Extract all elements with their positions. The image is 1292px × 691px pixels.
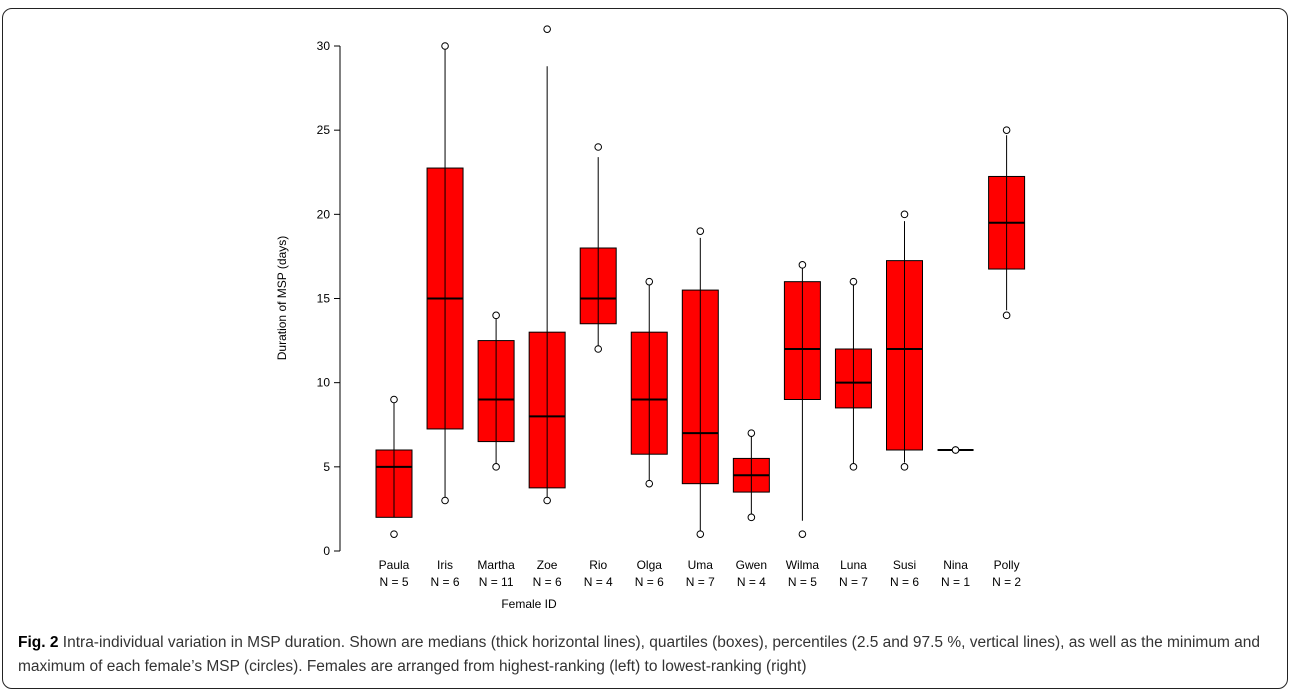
figure-frame [2, 8, 1288, 689]
x-category-label: Rio [589, 558, 607, 572]
max-point [849, 277, 858, 286]
x-category-label: Nina [943, 558, 968, 572]
x-category-label: Martha [477, 558, 515, 572]
x-category-label: Polly [994, 558, 1020, 572]
x-sample-size-label: N = 4 [584, 575, 613, 589]
min-point [696, 530, 705, 538]
x-category-label: Olga [637, 558, 663, 572]
x-sample-size-label: N = 4 [737, 575, 766, 589]
max-point [900, 210, 909, 219]
y-tick-label: 25 [317, 123, 331, 137]
y-axis-label: Duration of MSP (days) [275, 236, 289, 361]
x-category-label: Luna [840, 558, 867, 572]
max-point [951, 446, 960, 454]
max-point [441, 42, 449, 50]
x-category-label: Iris [437, 558, 453, 572]
x-category-label: Paula [379, 558, 410, 572]
min-point [900, 463, 909, 471]
x-sample-size-label: N = 5 [379, 575, 408, 589]
caption-label: Fig. 2 [18, 634, 59, 651]
y-tick-label: 15 [317, 292, 331, 306]
min-point [390, 530, 398, 538]
min-point [1002, 311, 1011, 320]
y-tick-label: 0 [323, 544, 330, 558]
max-point [594, 143, 603, 151]
min-point [492, 463, 500, 471]
x-category-label: Gwen [736, 558, 767, 572]
x-category-label: Zoe [537, 558, 558, 572]
y-tick-label: 20 [317, 207, 331, 221]
min-point [849, 463, 858, 471]
x-sample-size-label: N = 6 [635, 575, 664, 589]
x-axis-label: Female ID [501, 597, 557, 611]
max-point [696, 227, 705, 235]
max-point [492, 311, 500, 320]
max-point [1002, 126, 1011, 134]
y-tick-label: 10 [317, 376, 331, 390]
min-point [798, 530, 807, 538]
caption-text: Intra-individual variation in MSP durati… [18, 634, 1261, 675]
x-category-label: Susi [893, 558, 916, 572]
x-category-label: Wilma [786, 558, 820, 572]
x-sample-size-label: N = 7 [686, 575, 715, 589]
x-sample-size-label: N = 1 [941, 575, 970, 589]
x-sample-size-label: N = 2 [992, 575, 1021, 589]
figure-caption: Fig. 2 Intra-individual variation in MSP… [18, 631, 1278, 679]
x-sample-size-label: N = 6 [890, 575, 919, 589]
min-point [594, 345, 603, 353]
max-point [798, 261, 807, 269]
x-category-label: Uma [688, 558, 714, 572]
boxplot-chart: 0 5 10 15 20 25 30 Duration of MSP (days) Female… [275, 25, 1026, 611]
max-point [543, 25, 551, 33]
max-point [390, 395, 398, 404]
x-sample-size-label: N = 11 [479, 575, 514, 589]
x-sample-size-label: N = 7 [839, 575, 868, 589]
x-sample-size-label: N = 5 [788, 575, 817, 589]
y-tick-label: 5 [323, 460, 330, 474]
y-tick-label: 30 [317, 39, 331, 53]
max-point [645, 277, 654, 286]
max-point [747, 429, 756, 437]
x-sample-size-label: N = 6 [431, 575, 460, 589]
min-point [645, 479, 654, 488]
x-sample-size-label: N = 6 [533, 575, 562, 589]
min-point [441, 496, 449, 505]
min-point [747, 513, 756, 522]
min-point [543, 496, 551, 505]
